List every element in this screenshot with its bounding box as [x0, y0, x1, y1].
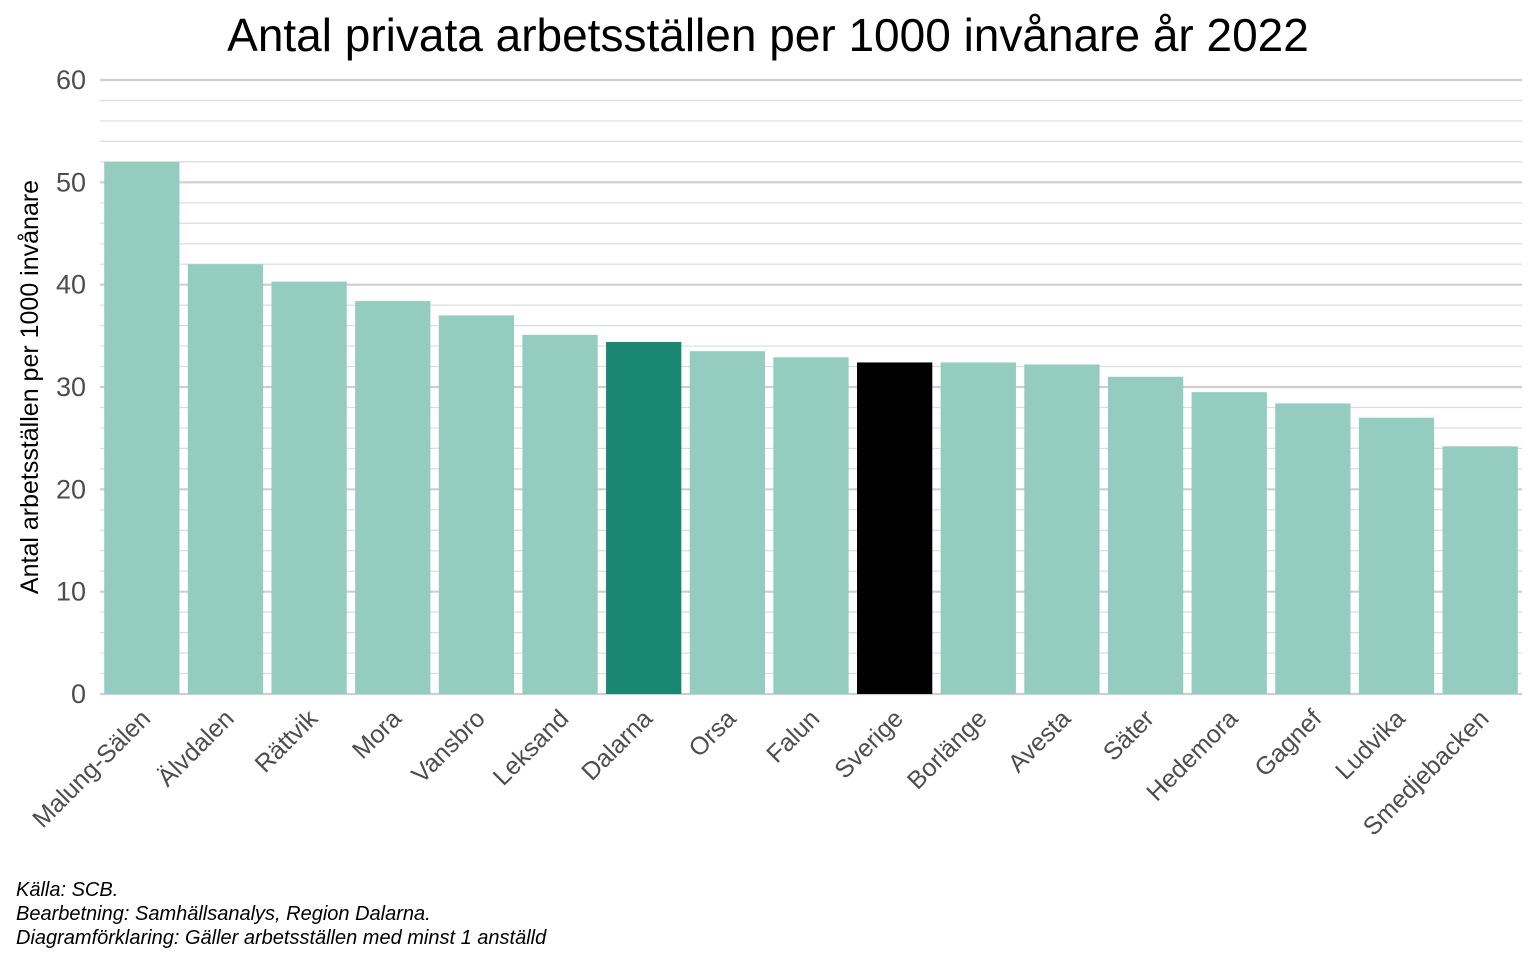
x-tick-label: Säter [1098, 704, 1160, 766]
bars [104, 161, 1518, 694]
y-tick-label: 40 [56, 270, 86, 300]
x-tick-label: Malung-Sälen [27, 704, 156, 833]
x-tick-label: Avesta [1003, 704, 1077, 778]
caption-source: Källa: SCB. [16, 879, 119, 901]
x-tick-label: Dalarna [576, 704, 658, 786]
bar-smedjebacken [1442, 446, 1518, 694]
bar-gagnef [1275, 403, 1351, 694]
bar-dalarna [606, 341, 682, 694]
y-tick-label: 0 [71, 679, 86, 709]
bar-ludvika [1358, 417, 1435, 694]
caption-processing: Bearbetning: Samhällsanalys, Region Dala… [16, 903, 431, 925]
bar-mora [355, 301, 431, 694]
bar-borlänge [940, 362, 1016, 694]
caption-note: Diagramförklaring: Gäller arbetsställen … [16, 927, 547, 949]
bar-avesta [1024, 364, 1100, 694]
x-tick-label: Ludvika [1330, 704, 1411, 785]
y-tick-label: 30 [56, 372, 86, 402]
y-axis-label: Antal arbetsställen per 1000 invånare [16, 180, 44, 594]
x-tick-label: Älvdalen [152, 704, 240, 792]
y-tick-label: 10 [56, 577, 86, 607]
y-tick-label: 50 [56, 167, 86, 197]
bar-älvdalen [187, 264, 264, 694]
y-tick-labels: 0 10 20 30 40 50 60 [56, 65, 86, 709]
bar-hedemora [1191, 392, 1267, 694]
x-tick-label: Mora [347, 704, 407, 764]
y-tick-label: 60 [56, 65, 86, 95]
x-tick-label: Borlänge [902, 704, 993, 795]
bar-malung-sälen [104, 161, 180, 694]
x-tick-label: Vansbro [406, 704, 490, 788]
chart-title: Antal privata arbetsställen per 1000 inv… [227, 9, 1309, 61]
x-tick-label: Orsa [683, 704, 741, 762]
x-tick-label: Sverige [829, 704, 909, 784]
bar-sverige [857, 362, 933, 694]
bar-falun [773, 357, 849, 694]
x-tick-label: Leksand [488, 704, 575, 791]
bar-säter [1107, 376, 1184, 694]
x-tick-label: Gagnef [1249, 704, 1327, 782]
bar-vansbro [438, 315, 515, 694]
x-tick-label: Hedemora [1141, 704, 1243, 806]
y-tick-label: 20 [56, 474, 86, 504]
bar-orsa [689, 351, 765, 694]
bar-rättvik [271, 281, 347, 694]
bar-leksand [522, 334, 598, 694]
x-tick-label: Rättvik [250, 704, 324, 778]
chart-caption: Källa: SCB. Bearbetning: Samhällsanalys,… [16, 878, 546, 950]
x-tick-label: Falun [761, 704, 825, 768]
